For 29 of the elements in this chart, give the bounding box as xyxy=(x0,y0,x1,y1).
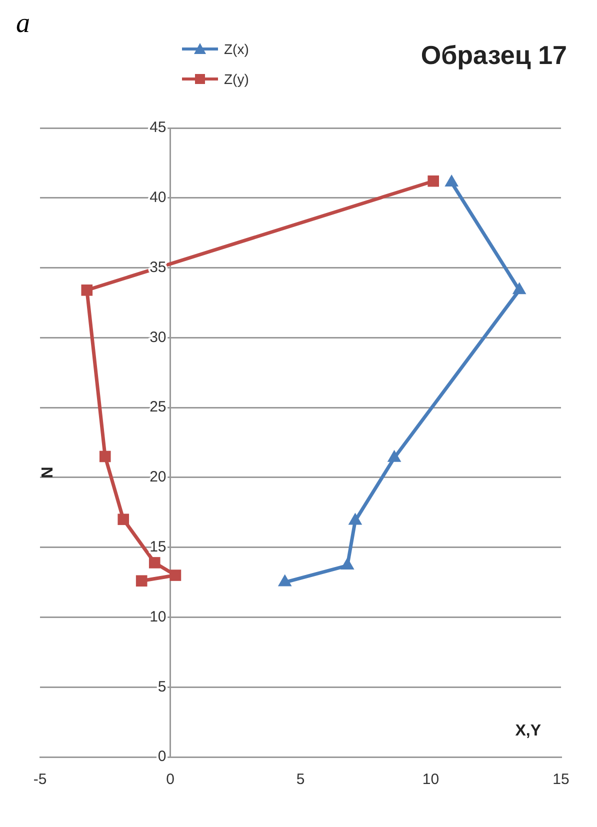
y-tick-label: 45 xyxy=(150,119,166,136)
y-tick-label: 5 xyxy=(158,678,166,696)
x-tick-label: -5 xyxy=(33,771,47,788)
point xyxy=(512,282,526,294)
y-tick-label: 20 xyxy=(150,468,166,486)
point xyxy=(136,575,148,587)
y-tick-label: 25 xyxy=(150,398,166,416)
y-tick-label: 0 xyxy=(158,748,166,766)
legend-label: Z(x) xyxy=(224,41,249,57)
point xyxy=(148,557,160,568)
point xyxy=(428,175,440,187)
y-tick-label: 15 xyxy=(150,538,166,556)
x-tick-label: 10 xyxy=(422,771,440,788)
x-tick-label: 5 xyxy=(296,771,305,788)
point xyxy=(99,450,111,462)
y-tick-label: 35 xyxy=(150,258,166,276)
chart-title: Образец 17 xyxy=(420,40,567,71)
y-tick-label: 40 xyxy=(150,189,166,206)
text: a xyxy=(16,8,30,40)
point xyxy=(170,570,182,581)
point xyxy=(444,174,459,187)
point xyxy=(81,284,93,296)
y-tick-label: 10 xyxy=(150,608,166,626)
y-tick-label: 30 xyxy=(150,328,166,346)
y-axis-title: N xyxy=(39,466,56,478)
point xyxy=(118,514,130,526)
legend-label: Z(y) xyxy=(224,71,249,87)
x-axis-title: X,Y xyxy=(515,722,542,740)
x-tick-label: 15 xyxy=(552,771,570,788)
